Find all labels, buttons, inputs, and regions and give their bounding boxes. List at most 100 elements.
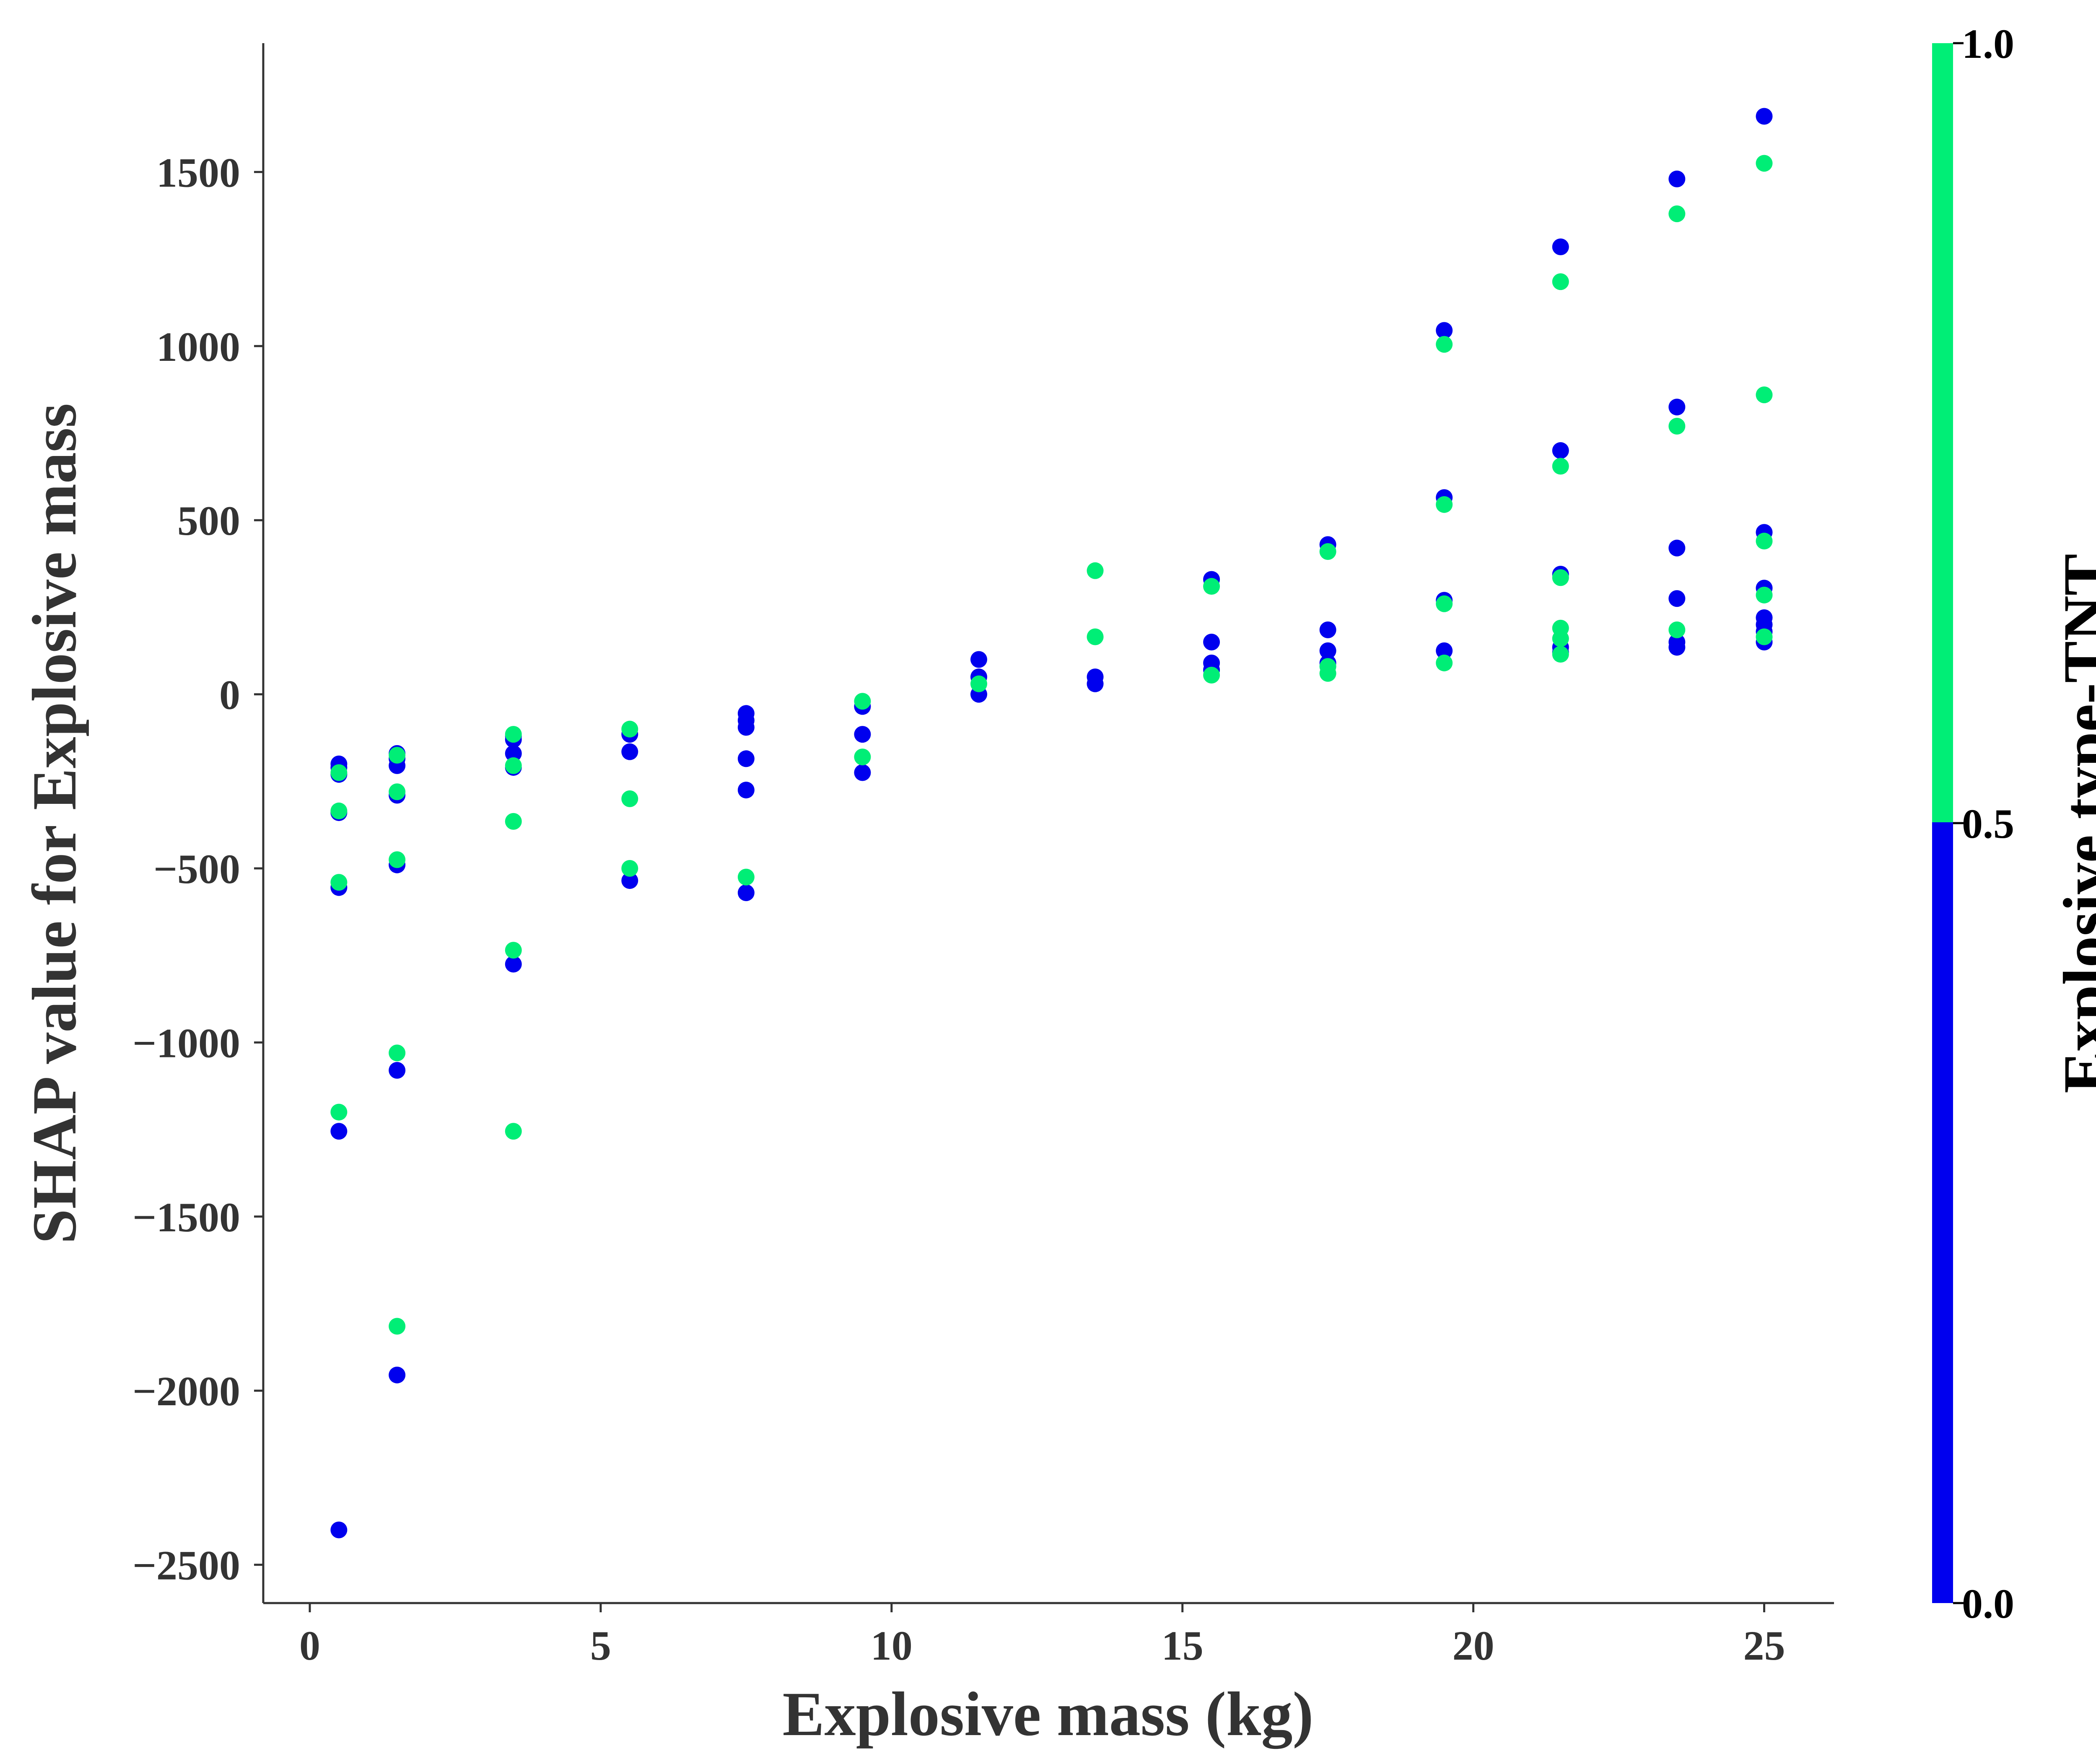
scatter-point-high (1552, 569, 1569, 586)
scatter-point-low (1552, 238, 1569, 256)
scatter-point-low (737, 705, 755, 722)
scatter-point-high (505, 813, 522, 830)
scatter-point-high (505, 1123, 522, 1140)
scatter-point-high (970, 675, 987, 692)
scatter-point-low (854, 764, 871, 781)
scatter-point-high (389, 746, 406, 764)
colorbar: 0.0 0.5 1.0 Explosive type-TNT (1932, 21, 2096, 1627)
scatter-point-low (1203, 633, 1220, 650)
scatter-point-low (621, 743, 638, 760)
colorbar-ticks: 0.0 0.5 1.0 (1953, 21, 2014, 1627)
scatter-point-low (389, 1062, 406, 1079)
scatter-point-low (737, 750, 755, 767)
scatter-point-high (1319, 665, 1336, 682)
scatter-point-high (330, 764, 348, 781)
y-tick-label: −2500 (132, 1542, 240, 1589)
scatter-point-low (1087, 675, 1104, 692)
y-tick-label: −1500 (132, 1194, 240, 1241)
scatter-point-high (1756, 386, 1773, 404)
y-tick-label: −500 (153, 846, 240, 892)
colorbar-title: Explosive type-TNT (2051, 554, 2096, 1093)
scatter-point-high (1668, 621, 1686, 638)
scatter-point-high (505, 757, 522, 774)
scatter-point-low (1319, 642, 1336, 659)
scatter-point-high (1436, 654, 1453, 671)
scatter-point-low (1756, 108, 1773, 125)
scatter-point-low (1552, 442, 1569, 459)
scatter-point-low (1668, 171, 1686, 188)
scatter-point-high (330, 802, 348, 819)
y-tick-label: 0 (219, 672, 240, 718)
scatter-point-low (330, 1521, 348, 1539)
scatter-point-high (1668, 417, 1686, 435)
x-tick-label: 25 (1743, 1622, 1785, 1669)
scatter-point-high (1756, 533, 1773, 550)
y-tick-label: 1000 (156, 324, 240, 370)
x-tick-label: 0 (299, 1622, 320, 1669)
x-tick-label: 5 (590, 1622, 611, 1669)
scatter-point-high (505, 726, 522, 743)
x-tick-label: 20 (1453, 1622, 1494, 1669)
scatter-point-high (1552, 630, 1569, 647)
scatter-point-high (389, 1318, 406, 1335)
scatter-point-high (389, 783, 406, 800)
scatter-point-high (330, 1103, 348, 1121)
scatter-point-high (1756, 586, 1773, 604)
scatter-point-low (505, 956, 522, 973)
scatter-point-low (970, 651, 987, 668)
scatter-point-high (621, 720, 638, 738)
scatter-point-low (1668, 639, 1686, 656)
scatter-point-high (1436, 595, 1453, 612)
scatter-point-high (1319, 543, 1336, 560)
x-tick-label: 15 (1162, 1622, 1204, 1669)
colorbar-low-segment (1932, 822, 1953, 1603)
scatter-point-low (1319, 621, 1336, 638)
scatter-point-low (1436, 322, 1453, 339)
scatter-point-high (1436, 336, 1453, 353)
scatter-point-low (1668, 399, 1686, 416)
scatter-point-high (1552, 273, 1569, 290)
y-axis-ticks: −2500 −2000 −1500 −1000 −500 0 500 1000 1500 (132, 149, 263, 1589)
y-tick-label: 1500 (156, 149, 240, 196)
scatter-point-low (1668, 539, 1686, 557)
scatter-point-high (621, 790, 638, 807)
scatter-points (330, 108, 1773, 1539)
scatter-point-low (737, 782, 755, 799)
scatter-point-high (389, 1044, 406, 1062)
scatter-point-low (621, 872, 638, 889)
scatter-point-high (854, 749, 871, 766)
colorbar-tick-label: 0.5 (1962, 800, 2014, 847)
scatter-point-high (1552, 646, 1569, 663)
scatter-point-high (854, 693, 871, 710)
scatter-point-high (330, 874, 348, 891)
y-axis-title: SHAP value for Explosive mass (20, 403, 89, 1244)
scatter-point-high (389, 851, 406, 868)
scatter-point-high (1756, 155, 1773, 172)
scatter-point-high (1668, 205, 1686, 223)
colorbar-high-segment (1932, 43, 1953, 822)
scatter-point-low (505, 745, 522, 762)
scatter-point-high (1087, 562, 1104, 579)
y-tick-label: 500 (177, 497, 240, 544)
scatter-point-high (737, 868, 755, 886)
scatter-point-high (1203, 578, 1220, 595)
scatter-point-high (1552, 458, 1569, 475)
colorbar-tick-label: 0.0 (1962, 1580, 2014, 1627)
x-tick-label: 10 (871, 1622, 913, 1669)
x-axis-ticks: 0 5 10 15 20 25 (299, 1603, 1785, 1669)
colorbar-tick-label: 1.0 (1962, 21, 2014, 67)
scatter-point-low (1436, 642, 1453, 659)
scatter-point-low (854, 726, 871, 743)
scatter-point-low (737, 884, 755, 901)
scatter-point-high (621, 860, 638, 877)
scatter-point-high (505, 942, 522, 959)
scatter-point-high (1203, 666, 1220, 684)
scatter-point-high (1756, 628, 1773, 645)
y-tick-label: −2000 (132, 1368, 240, 1414)
x-axis-title: Explosive mass (kg) (783, 1679, 1314, 1749)
scatter-point-low (330, 1123, 348, 1140)
scatter-point-low (389, 1366, 406, 1383)
y-tick-label: −1000 (132, 1020, 240, 1066)
scatter-point-high (1087, 628, 1104, 645)
